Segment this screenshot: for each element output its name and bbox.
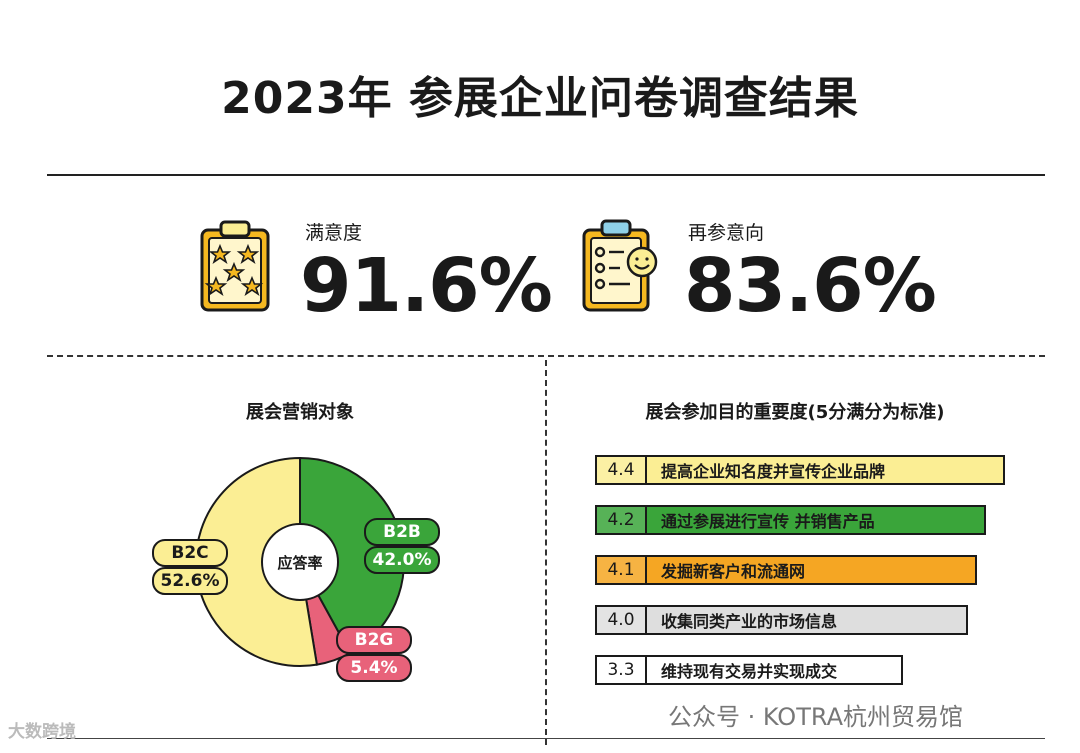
pie-value-b2g-text: 5.4% [350,658,398,678]
page-title: 2023年 参展企业问卷调查结果 [221,73,859,124]
pie-value-b2c-text: 52.6% [160,571,220,591]
bar-4: 4.0 收集同类产业的市场信息 [595,605,968,635]
watermark-logo: 大数跨境 [8,722,76,742]
pie-value-b2c: 52.6% [152,567,228,595]
top-divider [47,174,1045,176]
bar-label: 提高企业知名度并宣传企业品牌 [661,462,886,481]
pie-label-b2g-name: B2G [354,630,394,650]
bar-label: 收集同类产业的市场信息 [661,612,838,631]
bar-label: 通过参展进行宣传 并销售产品 [661,512,875,531]
column-divider [545,360,547,745]
bar-value: 4.2 [597,507,647,533]
pie-chart: 应答率 [195,456,405,667]
bar-value: 4.4 [597,457,647,483]
pie-label-b2g: B2G [336,626,412,654]
satisfaction-label: 满意度 [305,222,363,244]
middle-divider [47,355,1045,357]
bar-1: 4.4 提高企业知名度并宣传企业品牌 [595,455,1005,485]
bar-label: 维持现有交易并实现成交 [661,662,838,681]
pie-label-b2b: B2B [364,518,440,546]
bar-value: 4.1 [597,557,647,583]
pie-value-b2b-text: 42.0% [372,550,432,570]
revisit-label: 再参意向 [688,222,765,244]
bottom-divider [47,738,1045,739]
bar-5: 3.3 维持现有交易并实现成交 [595,655,903,685]
satisfaction-value: 91.6% [300,243,553,329]
pie-center-label: 应答率 [277,554,322,572]
bar-chart-title: 展会参加目的重要度(5分满分为标准) [645,402,945,423]
pie-chart-title: 展会营销对象 [246,402,354,423]
watermark-text: 公众号 · KOTRA杭州贸易馆 [668,703,963,731]
bar-value: 4.0 [597,607,647,633]
bar-value: 3.3 [597,657,647,683]
bar-label: 发掘新客户和流通网 [661,562,806,581]
pie-center-hole [261,523,339,601]
pie-label-b2b-name: B2B [383,522,421,542]
bar-2: 4.2 通过参展进行宣传 并销售产品 [595,505,986,535]
pie-label-b2c: B2C [152,539,228,567]
pie-label-b2c-name: B2C [171,543,209,563]
pie-value-b2b: 42.0% [364,546,440,574]
star-clipboard-icon [200,220,270,312]
checklist-smile-icon [582,219,658,312]
revisit-value: 83.6% [684,243,937,329]
pie-value-b2g: 5.4% [336,654,412,682]
bar-3: 4.1 发掘新客户和流通网 [595,555,977,585]
